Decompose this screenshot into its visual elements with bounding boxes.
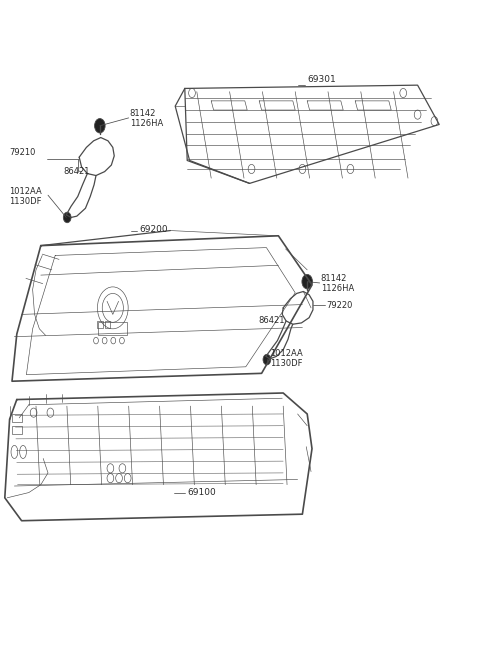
Text: 1126HA: 1126HA (130, 119, 163, 128)
Circle shape (302, 274, 312, 289)
Text: 1126HA: 1126HA (321, 284, 354, 293)
Text: 86421: 86421 (64, 167, 90, 176)
Text: 86421: 86421 (258, 316, 285, 326)
Text: 79210: 79210 (10, 148, 36, 157)
Text: 81142: 81142 (321, 274, 347, 283)
Text: 69301: 69301 (307, 75, 336, 84)
Circle shape (63, 212, 71, 223)
Text: 81142: 81142 (130, 109, 156, 119)
Text: 69200: 69200 (139, 225, 168, 234)
Text: 1130DF: 1130DF (270, 359, 303, 368)
Text: 1012AA: 1012AA (270, 349, 303, 358)
Text: 79220: 79220 (326, 301, 353, 310)
Circle shape (263, 354, 271, 365)
Circle shape (95, 119, 105, 133)
Text: 1130DF: 1130DF (9, 197, 41, 206)
Text: 69100: 69100 (187, 488, 216, 497)
Text: 1012AA: 1012AA (9, 187, 41, 196)
